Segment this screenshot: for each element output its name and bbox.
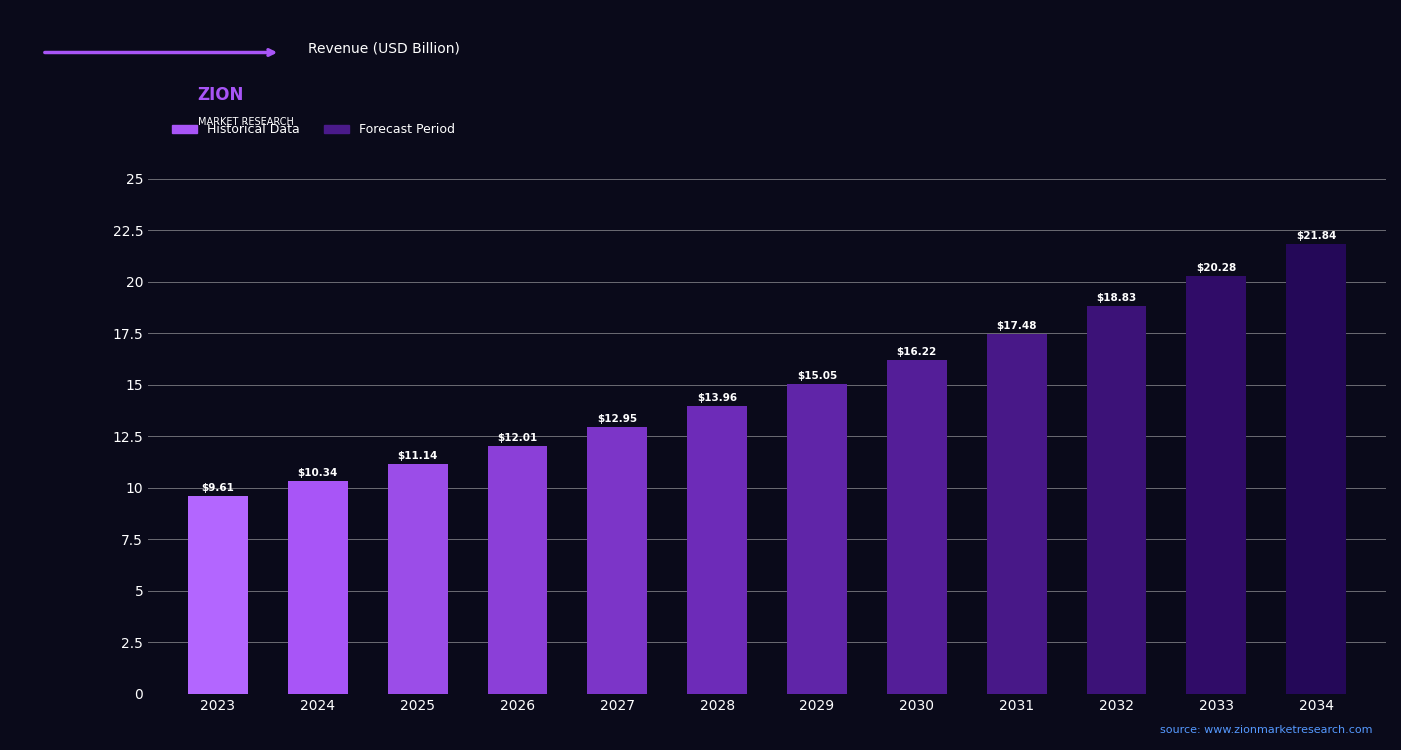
Bar — [1286, 244, 1346, 694]
Text: $18.83: $18.83 — [1097, 293, 1136, 303]
Legend: Historical Data, Forecast Period: Historical Data, Forecast Period — [167, 118, 461, 141]
Text: $13.96: $13.96 — [698, 393, 737, 404]
Text: $12.95: $12.95 — [597, 414, 637, 424]
Text: MARKET RESEARCH: MARKET RESEARCH — [198, 117, 293, 128]
Bar — [287, 481, 347, 694]
Bar — [488, 446, 548, 694]
Bar — [787, 384, 848, 694]
Text: source: www.zionmarketresearch.com: source: www.zionmarketresearch.com — [1160, 725, 1373, 735]
Bar — [587, 427, 647, 694]
Text: $15.05: $15.05 — [797, 370, 836, 381]
Bar — [388, 464, 447, 694]
Bar — [686, 406, 747, 694]
Text: $21.84: $21.84 — [1296, 231, 1337, 241]
Bar — [188, 496, 248, 694]
Text: $12.01: $12.01 — [497, 433, 538, 443]
Text: $16.22: $16.22 — [897, 346, 937, 356]
Text: $11.14: $11.14 — [398, 452, 439, 461]
Text: Revenue (USD Billion): Revenue (USD Billion) — [308, 42, 460, 56]
Text: $20.28: $20.28 — [1196, 263, 1237, 273]
Bar — [887, 360, 947, 694]
Bar — [1187, 276, 1247, 694]
Bar — [986, 334, 1047, 694]
Text: $10.34: $10.34 — [297, 468, 338, 478]
Text: ZION: ZION — [198, 86, 244, 104]
Text: $9.61: $9.61 — [202, 483, 234, 493]
Text: $17.48: $17.48 — [996, 321, 1037, 331]
Bar — [1087, 306, 1146, 694]
